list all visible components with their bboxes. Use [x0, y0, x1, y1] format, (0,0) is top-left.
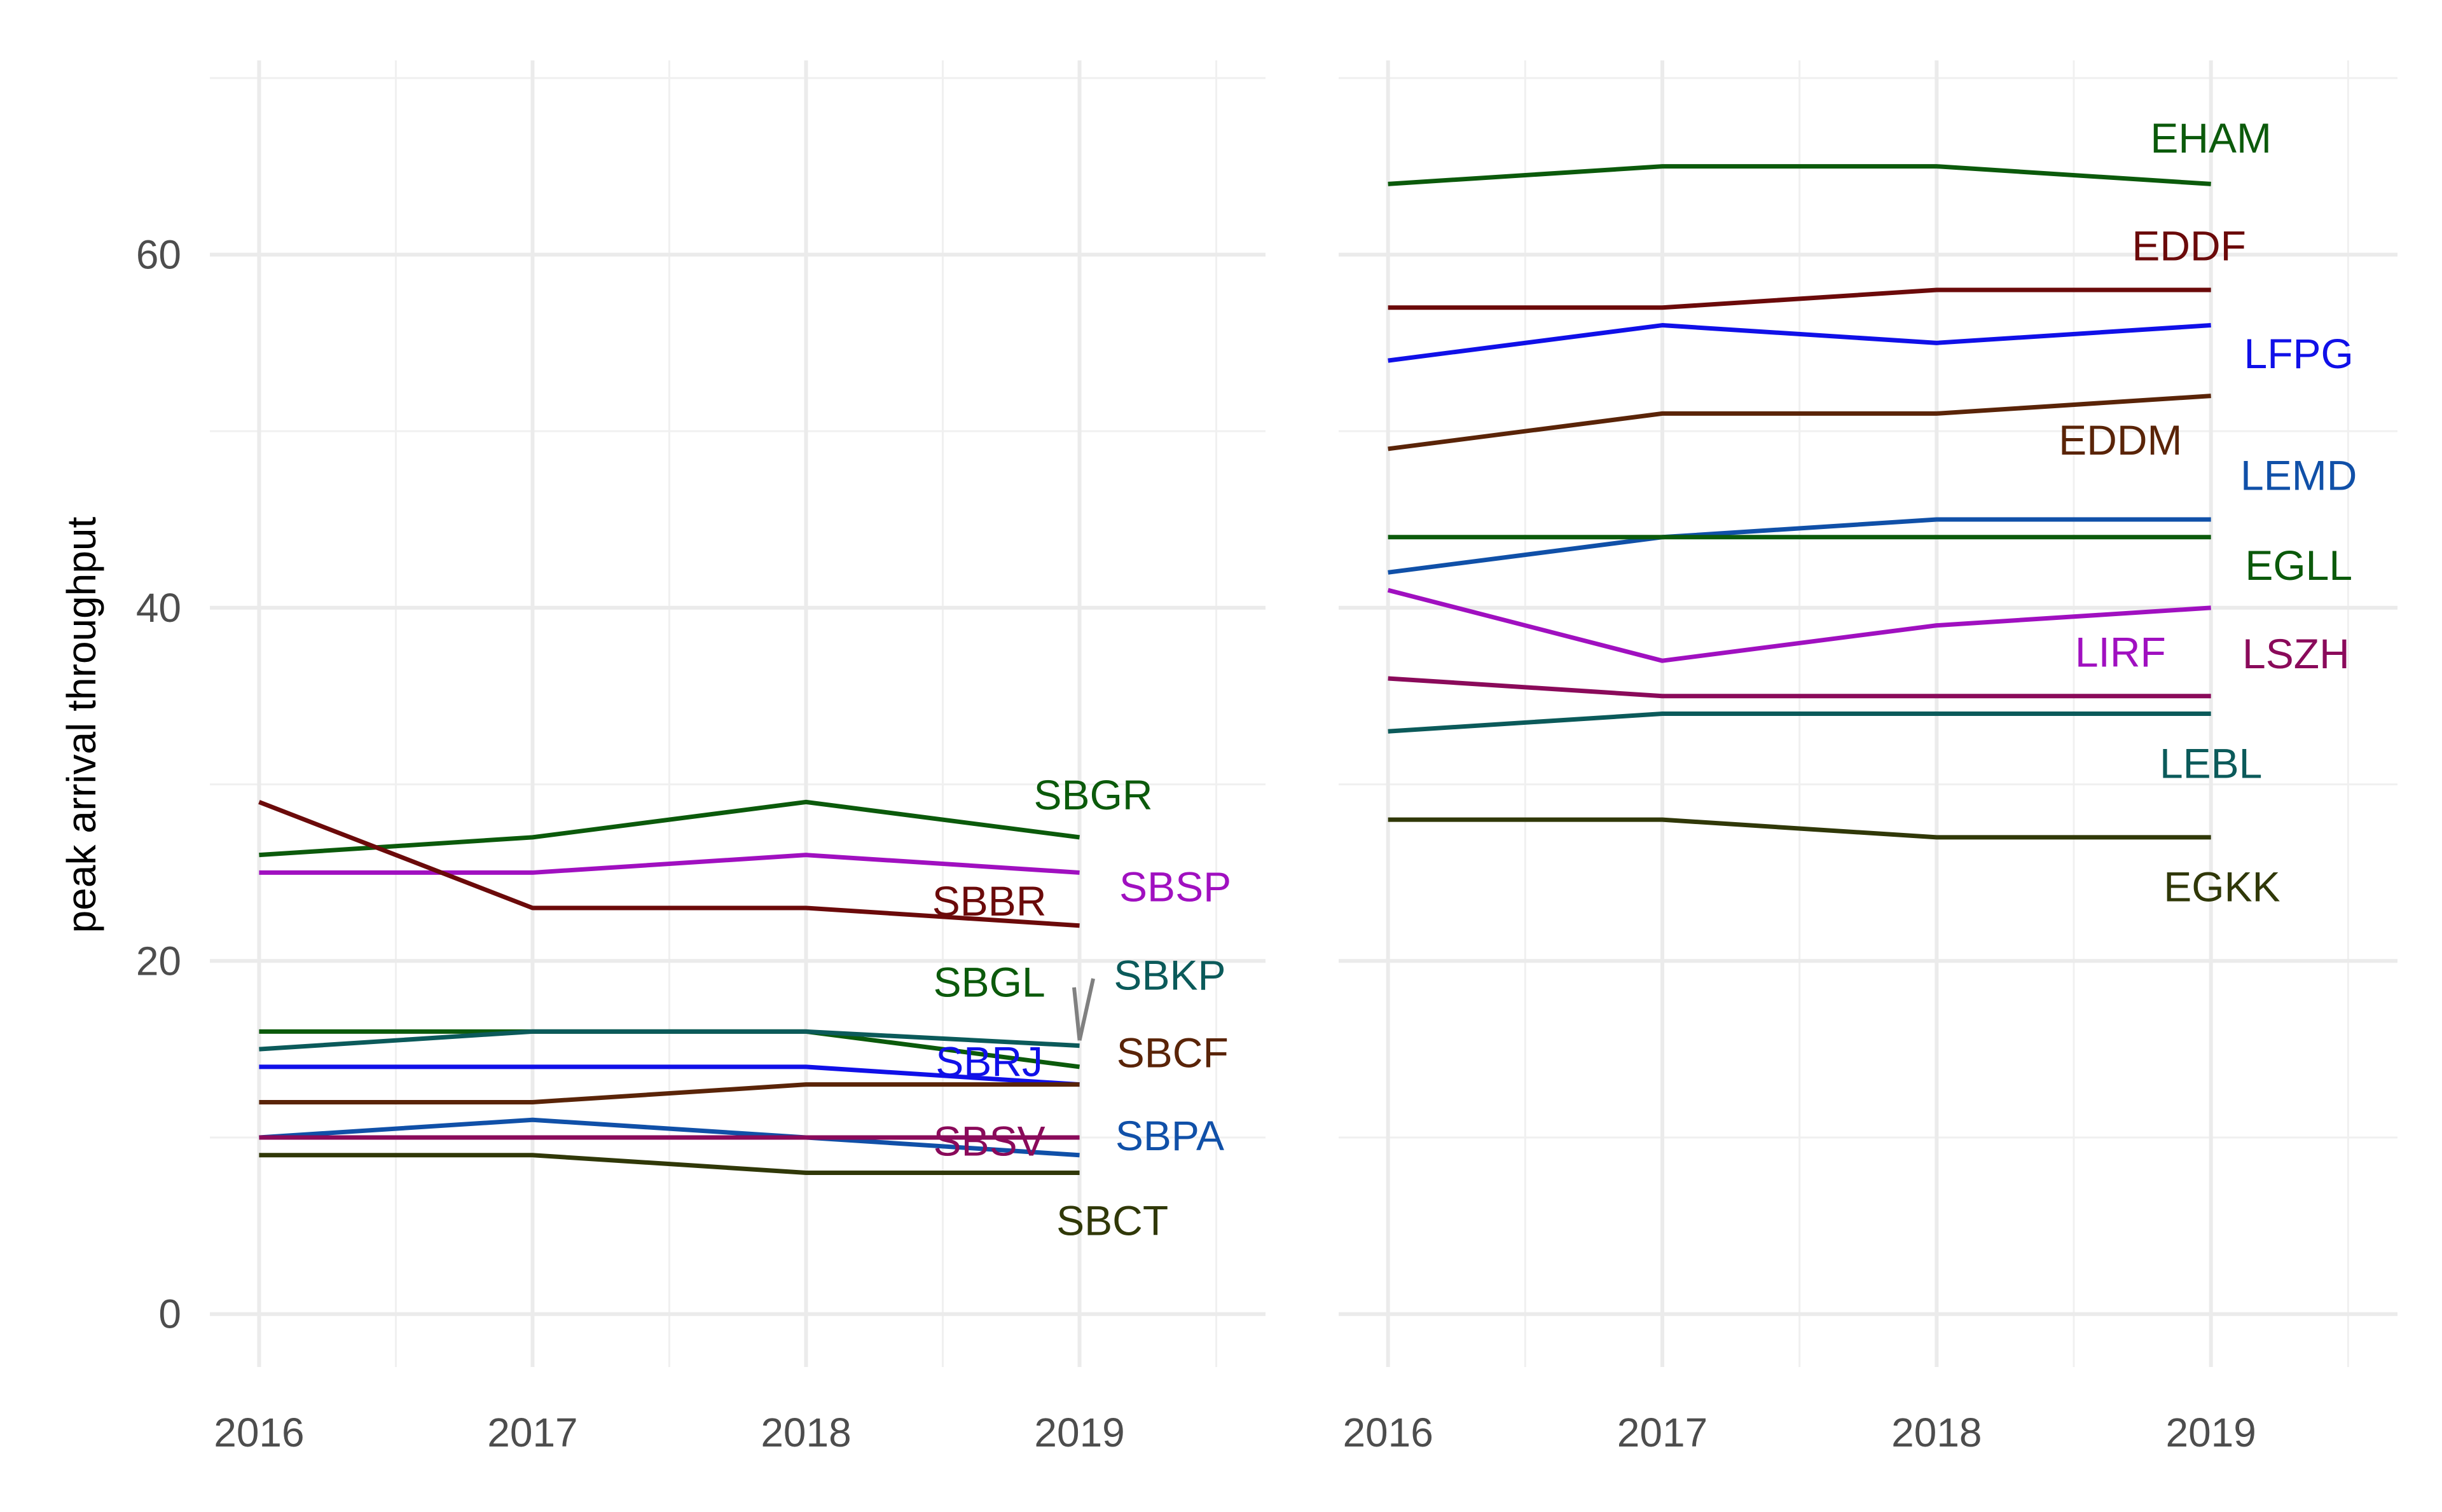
x-tick-label: 2017 — [1617, 1410, 1707, 1455]
series-line-sbpa — [259, 1117, 1080, 1158]
series-label-lemd: LEMD — [2240, 452, 2357, 499]
panel-2: 2016 2017 2018 2019 EHAM EDDF LFPG EDDM LEMD EGLL… — [1339, 60, 2397, 1455]
series-label-sbkp: SBKP — [1114, 952, 1225, 999]
series-lines — [258, 799, 1080, 1176]
series-label-lszh: LSZH — [2242, 630, 2350, 677]
gridlines — [210, 60, 1266, 1367]
series-line-eddf — [1388, 287, 2211, 310]
series-label-lirf: LIRF — [2075, 628, 2166, 675]
label-connector — [1072, 987, 1082, 1041]
y-axis-tick-labels: 0 20 40 60 — [136, 231, 181, 1337]
x-tick-label: 2016 — [1342, 1410, 1433, 1455]
x-axis-tick-labels: 2016 2017 2018 2019 — [214, 1410, 1125, 1455]
series-label-sbgl: SBGL — [934, 959, 1045, 1006]
series-line-eham — [1388, 164, 2211, 186]
series-label-sbgr: SBGR — [1034, 771, 1153, 818]
series-line-sbrj — [259, 1064, 1080, 1087]
y-tick-label: 60 — [136, 231, 181, 277]
series-label-sbsp: SBSP — [1119, 863, 1231, 911]
series-label-eham: EHAM — [2150, 114, 2272, 162]
series-label-sbbr: SBBR — [932, 877, 1047, 924]
series-line-lebl — [1388, 711, 2211, 734]
y-tick-label: 40 — [136, 585, 181, 631]
x-axis-tick-labels: 2016 2017 2018 2019 — [1342, 1410, 2256, 1455]
series-label-egkk: EGKK — [2163, 863, 2280, 911]
series-line-lirf — [1387, 588, 2211, 663]
label-connector — [1077, 978, 1095, 1041]
series-label-eddm: EDDM — [2059, 416, 2182, 464]
series-label-sbsv: SBSV — [934, 1118, 1045, 1165]
series-lines — [1387, 164, 2211, 840]
x-tick-label: 2019 — [1034, 1410, 1124, 1455]
series-line-sbbr — [258, 800, 1080, 928]
series-label-lfpg: LFPG — [2244, 330, 2354, 377]
y-tick-label: 20 — [136, 938, 181, 984]
y-axis-title: peak arrival throughput — [59, 516, 104, 933]
series-label-sbpa: SBPA — [1115, 1112, 1224, 1159]
series-line-sbkp — [259, 1029, 1080, 1052]
series-line-lemd — [1388, 517, 2211, 575]
series-line-sbct — [259, 1153, 1080, 1176]
series-line-eddm — [1388, 394, 2211, 451]
series-label-eddf: EDDF — [2132, 223, 2246, 270]
series-label-lebl: LEBL — [2160, 739, 2262, 787]
x-tick-label: 2018 — [1891, 1410, 1982, 1455]
series-label-sbct: SBCT — [1056, 1197, 1168, 1244]
series-line-sbcf — [259, 1082, 1080, 1104]
series-line-lszh — [1388, 676, 2211, 699]
series-label-sbrj: SBRJ — [935, 1038, 1043, 1085]
series-line-egkk — [1388, 817, 2211, 840]
series-line-sbsp — [259, 853, 1080, 875]
series-line-sbgr — [259, 799, 1080, 858]
x-tick-label: 2016 — [214, 1410, 304, 1455]
x-tick-label: 2019 — [2165, 1410, 2256, 1455]
series-line-lfpg — [1388, 323, 2211, 363]
series-labels: EHAM EDDF LFPG EDDM LEMD EGLL LIRF LSZH LEBL EGKK — [2059, 114, 2357, 910]
series-label-egll: EGLL — [2245, 542, 2352, 589]
x-tick-label: 2018 — [761, 1410, 851, 1455]
x-tick-label: 2017 — [487, 1410, 577, 1455]
y-tick-label: 0 — [158, 1291, 181, 1337]
series-label-sbcf: SBCF — [1117, 1029, 1229, 1076]
